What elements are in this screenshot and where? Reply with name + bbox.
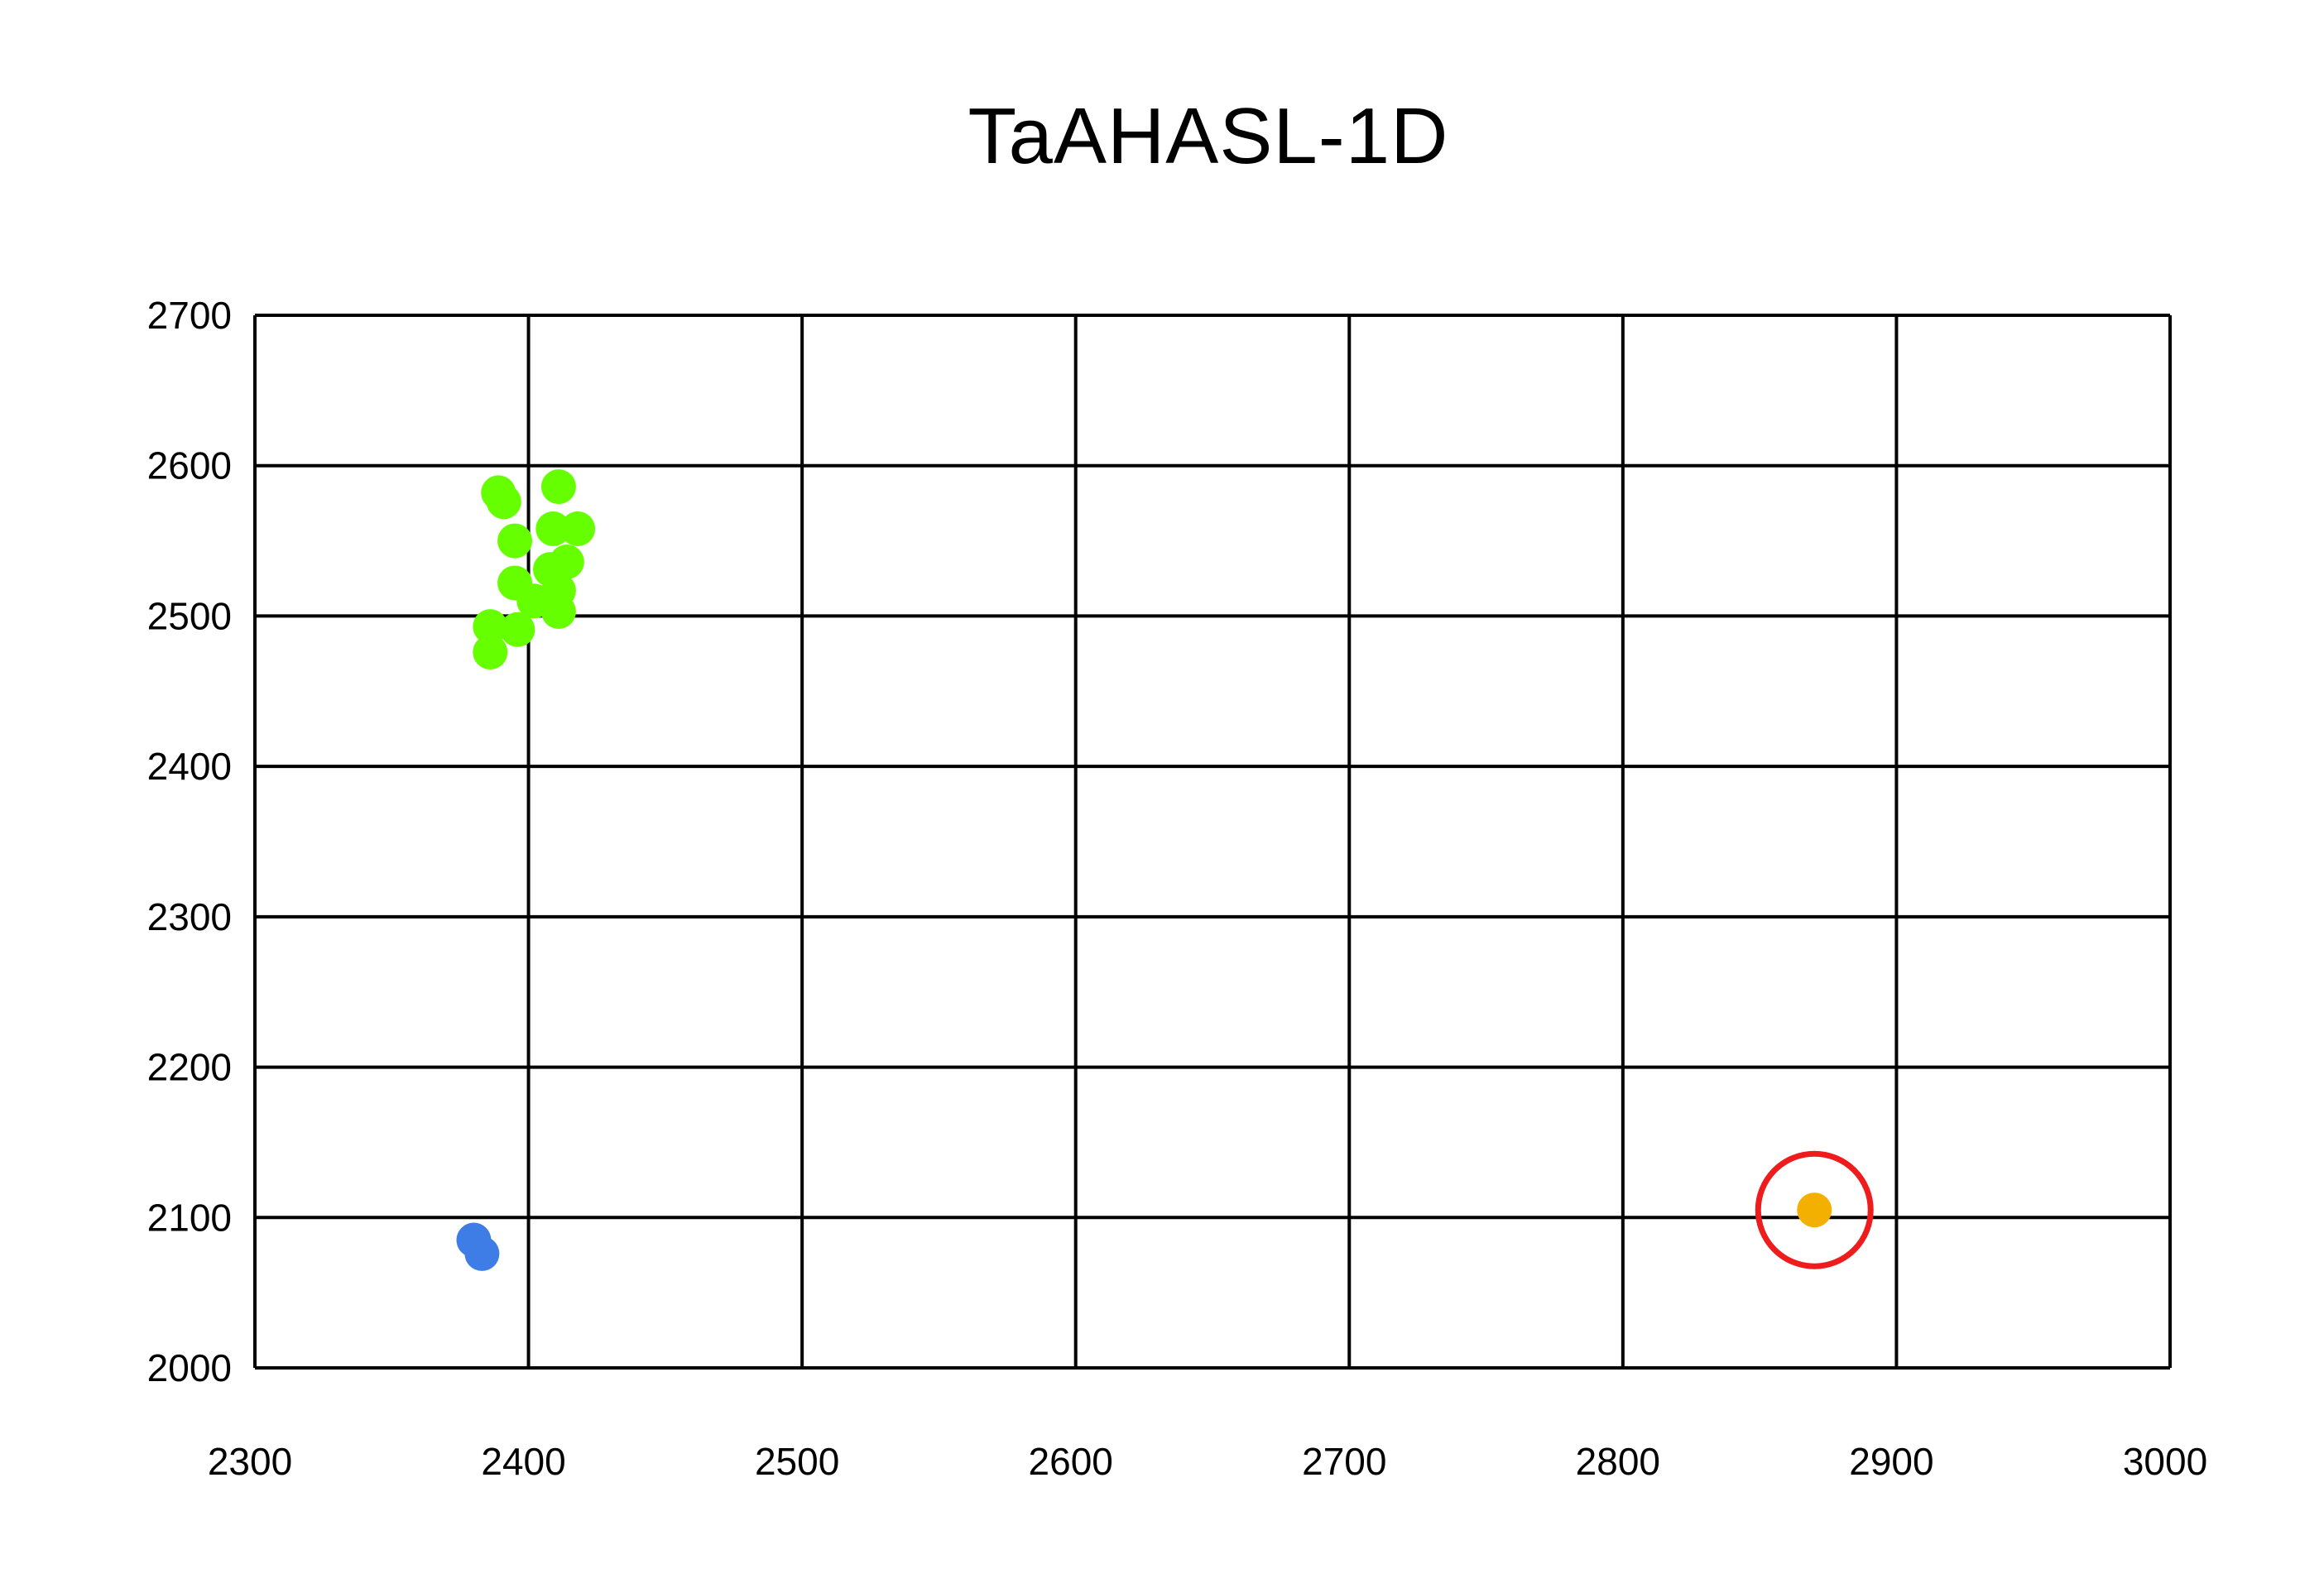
highlight-circle (1755, 1150, 1874, 1269)
data-point (560, 511, 596, 547)
x-tick-label: 2600 (1029, 1440, 1113, 1483)
y-tick-label: 2500 (147, 594, 232, 637)
data-point (473, 635, 508, 670)
x-tick-label: 2800 (1576, 1440, 1660, 1483)
data-point (497, 523, 533, 559)
data-point (535, 511, 571, 547)
x-tick-label: 3000 (2123, 1440, 2207, 1483)
x-tick-label: 2300 (208, 1440, 292, 1483)
x-tick-label: 2500 (755, 1440, 839, 1483)
data-point (473, 609, 508, 645)
y-tick-label: 2200 (147, 1046, 232, 1089)
x-tick-label: 2700 (1302, 1440, 1386, 1483)
data-point (500, 612, 535, 647)
chart-title: TaAHASL-1D (968, 92, 1449, 180)
y-tick-label: 2400 (147, 745, 232, 788)
y-tick-label: 2300 (147, 895, 232, 938)
y-tick-label: 2600 (147, 444, 232, 487)
y-tick-label: 2000 (147, 1346, 232, 1389)
data-point (464, 1235, 500, 1271)
y-tick-label: 2700 (147, 294, 232, 337)
y-tick-label: 2100 (147, 1196, 232, 1239)
x-tick-label: 2400 (481, 1440, 565, 1483)
data-point (540, 469, 576, 505)
x-tick-label: 2900 (1849, 1440, 1933, 1483)
data-point (540, 593, 576, 629)
data-point (1797, 1192, 1832, 1228)
data-point (486, 484, 521, 520)
